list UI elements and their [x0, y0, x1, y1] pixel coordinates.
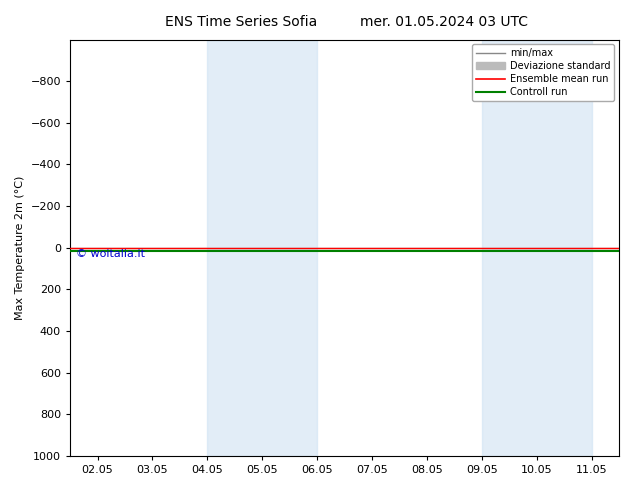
Legend: min/max, Deviazione standard, Ensemble mean run, Controll run: min/max, Deviazione standard, Ensemble m…: [472, 45, 614, 101]
Text: mer. 01.05.2024 03 UTC: mer. 01.05.2024 03 UTC: [360, 15, 527, 29]
Text: ENS Time Series Sofia: ENS Time Series Sofia: [165, 15, 317, 29]
Bar: [207, 40, 317, 456]
Text: © woitalia.it: © woitalia.it: [75, 249, 145, 259]
Y-axis label: Max Temperature 2m (°C): Max Temperature 2m (°C): [15, 175, 25, 320]
Bar: [482, 40, 592, 456]
